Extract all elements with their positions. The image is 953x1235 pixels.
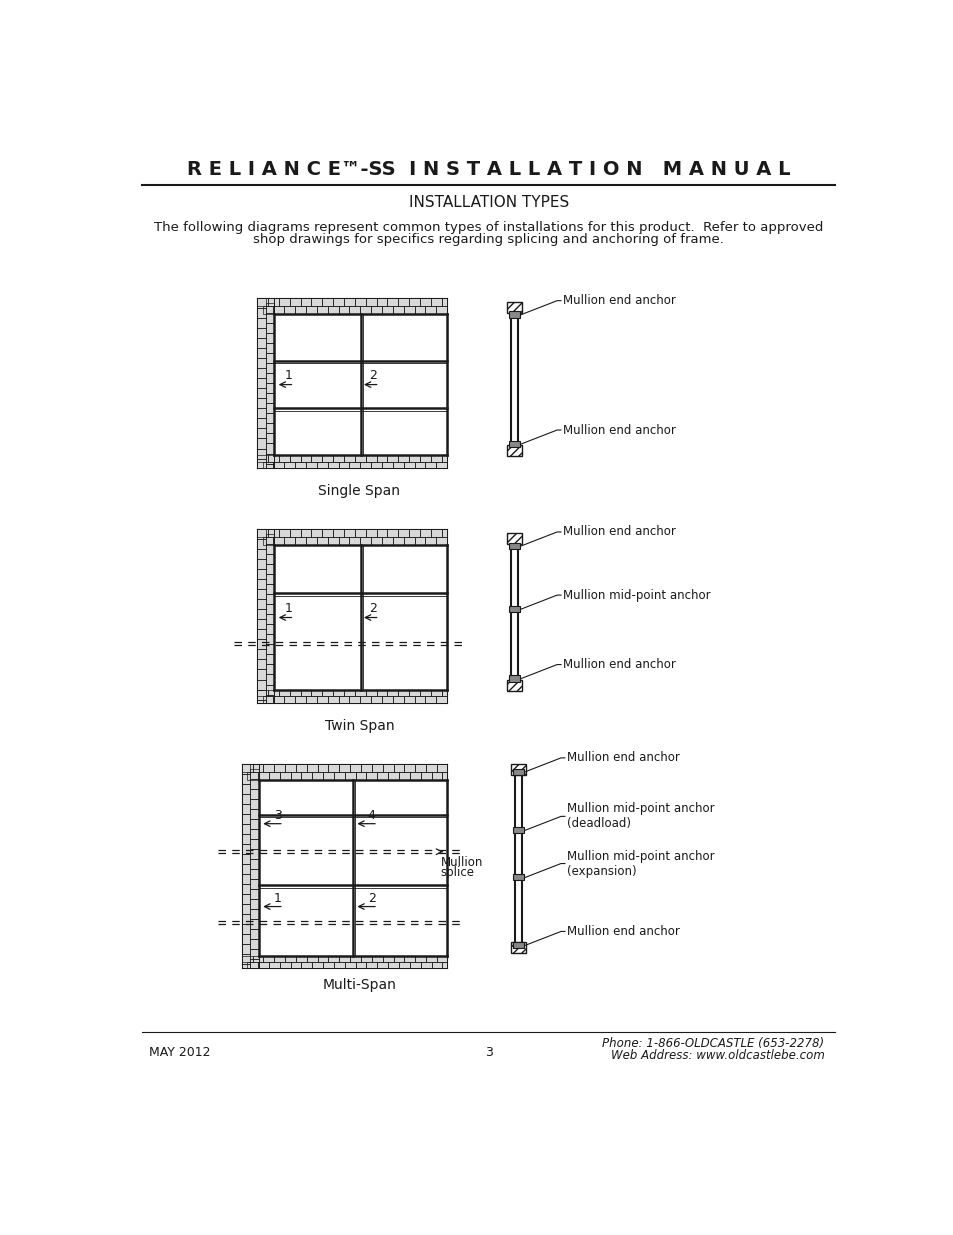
Text: Mullion end anchor: Mullion end anchor bbox=[567, 751, 679, 764]
Text: MAY 2012: MAY 2012 bbox=[149, 1046, 210, 1060]
Polygon shape bbox=[506, 534, 521, 543]
Polygon shape bbox=[257, 690, 447, 703]
Polygon shape bbox=[509, 676, 519, 682]
Polygon shape bbox=[513, 768, 523, 774]
Text: Mullion end anchor: Mullion end anchor bbox=[562, 294, 676, 308]
Text: shop drawings for specifics regarding splicing and anchoring of frame.: shop drawings for specifics regarding sp… bbox=[253, 232, 723, 246]
Text: Mullion: Mullion bbox=[440, 856, 483, 869]
Text: 2: 2 bbox=[369, 369, 377, 382]
Text: Single Span: Single Span bbox=[318, 484, 400, 498]
Polygon shape bbox=[510, 764, 525, 776]
Text: splice: splice bbox=[440, 866, 475, 879]
Text: Mullion mid-point anchor
(deadload): Mullion mid-point anchor (deadload) bbox=[567, 803, 714, 830]
Polygon shape bbox=[274, 545, 447, 690]
Polygon shape bbox=[513, 874, 523, 881]
Polygon shape bbox=[509, 311, 519, 317]
Text: Multi-Span: Multi-Span bbox=[322, 978, 396, 992]
Polygon shape bbox=[257, 299, 447, 314]
Text: Mullion end anchor: Mullion end anchor bbox=[562, 424, 676, 436]
Polygon shape bbox=[509, 441, 519, 447]
Polygon shape bbox=[509, 606, 519, 613]
Text: INSTALLATION TYPES: INSTALLATION TYPES bbox=[409, 195, 568, 210]
Text: Twin Span: Twin Span bbox=[324, 719, 394, 732]
Text: 3: 3 bbox=[274, 809, 281, 823]
Polygon shape bbox=[506, 303, 521, 312]
Text: Mullion mid-point anchor: Mullion mid-point anchor bbox=[562, 589, 710, 601]
Text: 2: 2 bbox=[368, 893, 375, 905]
Polygon shape bbox=[257, 456, 447, 468]
Polygon shape bbox=[506, 446, 521, 456]
Polygon shape bbox=[513, 827, 523, 834]
Polygon shape bbox=[513, 942, 523, 948]
Polygon shape bbox=[241, 764, 447, 779]
Text: 1: 1 bbox=[284, 601, 292, 615]
Text: 1: 1 bbox=[274, 893, 281, 905]
Polygon shape bbox=[274, 314, 447, 456]
Text: Mullion end anchor: Mullion end anchor bbox=[562, 658, 676, 671]
Text: R E L I A N C E™-SS  I N S T A L L A T I O N   M A N U A L: R E L I A N C E™-SS I N S T A L L A T I … bbox=[187, 161, 790, 179]
Text: 2: 2 bbox=[369, 601, 377, 615]
Polygon shape bbox=[509, 542, 519, 548]
Polygon shape bbox=[510, 942, 525, 953]
Polygon shape bbox=[257, 530, 274, 703]
Text: 3: 3 bbox=[484, 1046, 493, 1060]
Text: 4: 4 bbox=[368, 809, 375, 823]
Polygon shape bbox=[506, 680, 521, 692]
Polygon shape bbox=[258, 779, 447, 956]
Polygon shape bbox=[241, 956, 447, 968]
Text: Phone: 1-866-OLDCASTLE (653-2278): Phone: 1-866-OLDCASTLE (653-2278) bbox=[601, 1037, 823, 1050]
Text: Web Address: www.oldcastlebe.com: Web Address: www.oldcastlebe.com bbox=[610, 1049, 823, 1062]
Text: Mullion mid-point anchor
(expansion): Mullion mid-point anchor (expansion) bbox=[567, 850, 714, 878]
Text: The following diagrams represent common types of installations for this product.: The following diagrams represent common … bbox=[154, 221, 822, 233]
Polygon shape bbox=[257, 530, 447, 545]
Polygon shape bbox=[257, 299, 274, 468]
Text: 1: 1 bbox=[284, 369, 292, 382]
Polygon shape bbox=[241, 764, 258, 968]
Text: Mullion end anchor: Mullion end anchor bbox=[562, 525, 676, 538]
Text: Mullion end anchor: Mullion end anchor bbox=[567, 925, 679, 937]
